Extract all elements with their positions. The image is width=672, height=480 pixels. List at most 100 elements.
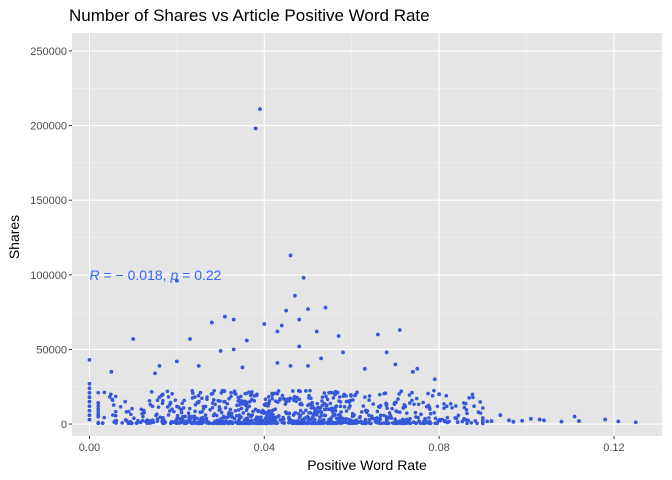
data-point <box>361 404 366 408</box>
data-point <box>233 409 238 413</box>
data-point <box>155 398 160 403</box>
data-point <box>256 415 260 420</box>
data-point <box>331 396 336 400</box>
data-point <box>438 418 443 423</box>
data-point <box>465 421 469 426</box>
data-point <box>280 393 285 398</box>
data-point <box>354 421 359 425</box>
data-point <box>211 398 216 402</box>
data-point <box>299 401 303 406</box>
data-point <box>172 409 176 414</box>
data-point <box>168 421 173 426</box>
data-point <box>445 404 449 409</box>
data-point <box>337 399 341 403</box>
data-point <box>194 421 199 426</box>
data-point <box>383 391 388 396</box>
data-point <box>123 399 128 404</box>
data-point <box>507 418 511 423</box>
data-point <box>298 389 303 394</box>
data-point <box>149 390 154 394</box>
y-tick-label: 150000 <box>30 195 67 207</box>
data-point <box>175 413 180 418</box>
data-point <box>207 421 212 426</box>
data-point <box>328 420 333 424</box>
data-point <box>378 417 383 422</box>
data-point <box>377 392 382 397</box>
data-point <box>302 421 307 425</box>
data-point <box>250 390 254 394</box>
data-point <box>308 411 313 415</box>
data-point <box>347 406 351 410</box>
data-point <box>298 413 303 418</box>
data-point <box>336 413 341 417</box>
data-point <box>559 419 564 424</box>
data-point <box>542 418 546 423</box>
data-point <box>315 421 319 426</box>
data-point <box>485 419 490 424</box>
data-point <box>319 356 324 361</box>
data-point <box>371 402 376 406</box>
data-point <box>520 418 525 423</box>
data-point <box>309 396 313 401</box>
data-point <box>382 413 386 418</box>
data-point <box>237 416 242 421</box>
data-point <box>154 413 158 418</box>
annotation-part: = 0.22 <box>178 267 221 283</box>
data-point <box>203 413 208 417</box>
data-point <box>288 363 293 368</box>
data-point <box>344 409 349 413</box>
data-point <box>336 416 340 421</box>
data-point <box>102 390 107 395</box>
data-point <box>177 405 181 410</box>
data-point <box>160 418 165 423</box>
data-point <box>401 421 405 426</box>
data-point <box>338 419 343 424</box>
data-point <box>427 405 432 410</box>
data-point <box>384 415 389 419</box>
data-point <box>467 396 471 400</box>
data-point <box>310 421 315 425</box>
data-point <box>120 421 124 425</box>
data-point <box>281 415 285 420</box>
data-point <box>338 404 343 409</box>
data-point <box>387 411 392 415</box>
data-point <box>246 416 250 420</box>
data-point <box>473 419 478 423</box>
data-point <box>367 398 371 402</box>
data-point <box>237 398 242 403</box>
data-point <box>87 399 92 404</box>
y-tick-label: 0 <box>61 419 67 431</box>
data-point <box>109 369 114 374</box>
data-point <box>287 419 292 423</box>
data-point <box>223 399 227 404</box>
data-point <box>428 411 433 416</box>
data-point <box>432 410 437 415</box>
data-point <box>419 412 423 417</box>
data-point <box>395 409 399 414</box>
data-point <box>219 391 224 395</box>
data-point <box>427 416 431 420</box>
data-point <box>433 416 438 421</box>
data-point <box>240 365 245 370</box>
data-point <box>199 420 204 424</box>
data-point <box>398 410 402 414</box>
data-point <box>237 413 242 418</box>
data-point <box>157 363 162 368</box>
data-point <box>415 366 420 371</box>
data-point <box>210 391 215 396</box>
data-point <box>392 400 397 405</box>
data-point <box>218 407 222 412</box>
data-point <box>248 399 252 404</box>
data-point <box>291 389 295 393</box>
data-point <box>193 395 197 399</box>
data-point <box>157 395 162 400</box>
data-point <box>261 421 266 425</box>
data-point <box>174 278 179 283</box>
x-tick-label: 0.04 <box>254 442 275 454</box>
data-point <box>160 393 164 397</box>
data-point <box>308 388 312 393</box>
data-point <box>141 414 145 419</box>
data-point <box>165 389 170 394</box>
data-point <box>378 403 383 408</box>
data-point <box>404 411 409 415</box>
